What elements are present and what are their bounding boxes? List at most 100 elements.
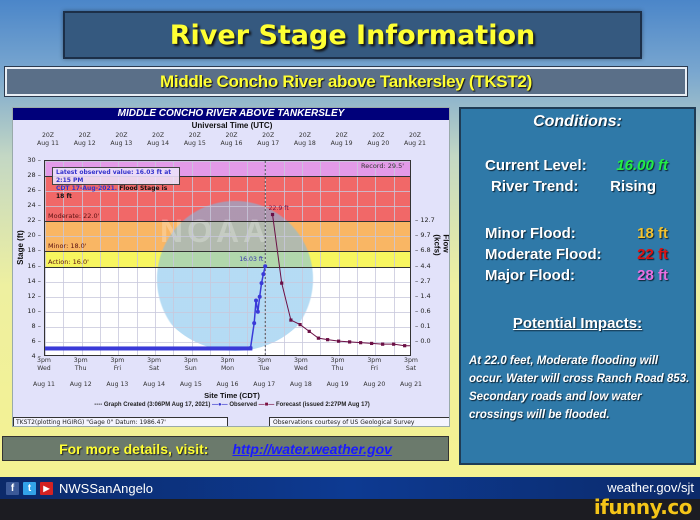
local-date-tick: Aug 15 <box>179 381 202 388</box>
flow-tick: – 9.7 <box>415 231 431 240</box>
local-tick: 3pm Thu <box>73 357 88 372</box>
local-date-tick: Aug 16 <box>216 381 239 388</box>
flow-tick: – 1.4 <box>415 291 431 300</box>
latest-observation-box: Latest observed value: 16.03 ft at 2:15 … <box>52 167 180 200</box>
local-date-tick: Aug 17 <box>253 381 276 388</box>
water-weather-link[interactable]: http://water.weather.gov <box>232 440 392 457</box>
x-axis-label: Site Time (CDT) <box>204 391 260 400</box>
minor-threshold-line <box>45 251 410 253</box>
flow-tick: – 0.6 <box>415 306 431 315</box>
title-banner: River Stage Information <box>63 11 642 59</box>
utc-tick: 20Z Aug 20 <box>367 132 390 147</box>
utc-tick: 20Z Aug 16 <box>220 132 243 147</box>
moderate-flood-value: 22 ft <box>637 246 668 263</box>
conditions-title: Conditions: <box>533 113 622 130</box>
hydrograph-panel: MIDDLE CONCHO RIVER ABOVE TANKERSLEY Uni… <box>12 107 450 427</box>
local-tick: 3pm Wed <box>293 357 308 372</box>
social-handle[interactable]: NWSSanAngelo <box>59 480 153 496</box>
twitter-icon[interactable]: t <box>23 481 36 495</box>
flood-stage-note: Flood Stage is 18 ft <box>56 185 168 200</box>
local-date-tick: Aug 19 <box>326 381 349 388</box>
flow-axis: – 12.7 – 9.7 – 6.8 – 4.4 – 2.7 – 1.4 – 0.6 – 0.… <box>411 160 441 356</box>
utc-tick: 20Z Aug 15 <box>183 132 206 147</box>
hydrograph-series <box>45 161 410 355</box>
noaa-watermark-text: NOAA <box>160 213 271 249</box>
chart-legend: ---- Graph Created (3:06PM Aug 17, 2021)… <box>13 402 449 408</box>
y2-axis-label: Flow (kcfs) <box>432 234 450 256</box>
major-threshold-line <box>45 176 410 178</box>
utc-axis-ticks: 20Z Aug 11 20Z Aug 12 20Z Aug 13 20Z Aug 14 20Z A… <box>13 132 449 154</box>
local-tick: 3pm Fri <box>367 357 382 372</box>
bottom-strip <box>0 499 700 520</box>
moderate-flood-label: Moderate Flood: <box>485 246 602 263</box>
flow-tick: – 6.8 <box>415 246 431 255</box>
observed-value-label: 16.03 ft <box>239 256 264 264</box>
utc-tick: 20Z Aug 12 <box>73 132 96 147</box>
legend-graph-created: ---- Graph Created (3:06PM Aug 17, 2021) <box>94 402 211 408</box>
flow-tick: – 0.1 <box>415 321 431 330</box>
local-date-tick: Aug 20 <box>363 381 386 388</box>
stage-tick: 10 – <box>27 306 41 315</box>
flow-tick: – 0.0 <box>415 336 431 345</box>
gauge-name: Middle Concho River above Tankersley (TK… <box>160 71 532 91</box>
local-tick: 3pm Mon <box>220 357 235 372</box>
minor-flood-label: Minor Flood: <box>485 225 576 242</box>
noaa-logo-watermark <box>145 171 325 351</box>
local-tick: 3pm Thu <box>330 357 345 372</box>
stage-tick: 30 – <box>27 156 41 164</box>
river-trend-label: River Trend: <box>491 178 579 195</box>
stage-tick: 22 – <box>27 216 41 225</box>
current-level-label: Current Level: <box>485 157 587 174</box>
utc-tick: 20Z Aug 11 <box>37 132 59 147</box>
legend-observed: Observed <box>229 402 257 408</box>
details-bar: For more details, visit: http://water.we… <box>2 436 449 461</box>
major-flood-label: Major Flood: <box>485 267 575 284</box>
minor-flood-value: 18 ft <box>637 225 668 242</box>
minor-threshold-label: Minor: 18.0' <box>48 242 87 251</box>
office-website[interactable]: weather.gov/sjt <box>607 480 694 495</box>
utc-axis-title: Universal Time (UTC) <box>191 121 273 130</box>
utc-tick: 20Z Aug 19 <box>330 132 353 147</box>
local-tick: 3pm Sun <box>183 357 198 372</box>
forecast-peak-label: 22.9 ft <box>268 204 289 212</box>
stage-tick: 20 – <box>27 231 41 240</box>
latest-observation-line2: CDT 17-Aug-2021. <box>56 185 118 192</box>
page-title: River Stage Information <box>169 19 536 51</box>
site-time-axis-ticks: 3pm Wed 3pm Thu 3pm Fri 3pm Sat 3pm Sun 3pm Mon 3pm T… <box>13 357 449 387</box>
utc-tick: 20Z Aug 14 <box>147 132 170 147</box>
legend-forecast: Forecast (issued 2:27PM Aug 17) <box>275 402 370 408</box>
stage-tick: 14 – <box>27 276 41 285</box>
moderate-threshold-line <box>45 221 410 223</box>
local-date-tick: Aug 21 <box>400 381 422 388</box>
legend-forecast-marker: —■— <box>258 402 276 408</box>
flow-tick: – 4.4 <box>415 261 431 270</box>
youtube-icon[interactable]: ▶ <box>40 481 53 495</box>
local-tick: 3pm Fri <box>110 357 125 372</box>
stage-tick: 26 – <box>27 186 41 195</box>
stage-tick: 16 – <box>27 261 41 270</box>
stage-tick: 8 – <box>31 321 41 330</box>
details-text: For more details, visit: <box>59 440 209 457</box>
record-label: Record: 29.5' <box>361 162 404 170</box>
usgs-credit: Observations courtesy of US Geological S… <box>269 417 449 426</box>
potential-impacts-title: Potential Impacts: <box>512 315 643 332</box>
local-tick: 3pm Sat <box>404 357 418 372</box>
plot-area: NOAA Moderate: 22.0' Minor: 18.0' Action… <box>44 160 411 356</box>
local-date-tick: Aug 12 <box>69 381 92 388</box>
current-level-value: 16.00 ft <box>616 157 668 174</box>
facebook-icon[interactable]: f <box>6 481 19 495</box>
ifunny-watermark: ifunny.co <box>593 495 693 519</box>
stage-tick: 6 – <box>31 336 41 345</box>
potential-impacts-text: At 22.0 feet, Moderate flooding will occ… <box>469 355 690 421</box>
stage-tick: 18 – <box>27 246 41 255</box>
utc-tick: 20Z Aug 13 <box>110 132 133 147</box>
local-date-tick: Aug 14 <box>143 381 166 388</box>
action-threshold-line <box>45 266 410 268</box>
latest-observation-line1: Latest observed value: 16.03 ft at 2:15 … <box>56 169 172 184</box>
local-date-tick: Aug 11 <box>33 381 55 388</box>
major-flood-value: 28 ft <box>637 267 668 284</box>
local-date-tick: Aug 18 <box>289 381 312 388</box>
flow-tick: – 12.7 <box>415 216 435 225</box>
stage-tick: 28 – <box>27 171 41 180</box>
action-threshold-label: Action: 16.0' <box>48 257 89 266</box>
